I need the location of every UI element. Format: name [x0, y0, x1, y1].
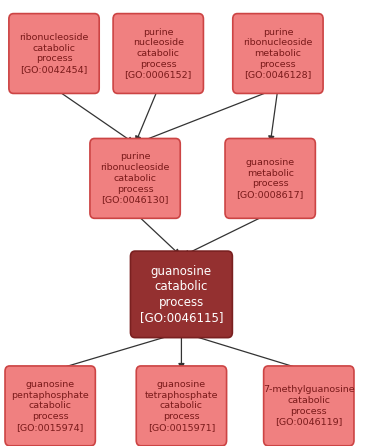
- FancyBboxPatch shape: [5, 366, 95, 446]
- Text: purine
ribonucleoside
metabolic
process
[GO:0046128]: purine ribonucleoside metabolic process …: [243, 28, 313, 79]
- Text: guanosine
catabolic
process
[GO:0046115]: guanosine catabolic process [GO:0046115]: [140, 264, 223, 324]
- FancyBboxPatch shape: [136, 366, 227, 446]
- Text: guanosine
tetraphosphate
catabolic
process
[GO:0015971]: guanosine tetraphosphate catabolic proce…: [145, 380, 218, 432]
- Text: guanosine
pentaphosphate
catabolic
process
[GO:0015974]: guanosine pentaphosphate catabolic proce…: [11, 380, 89, 432]
- Text: guanosine
metabolic
process
[GO:0008617]: guanosine metabolic process [GO:0008617]: [237, 158, 304, 199]
- Text: purine
nucleoside
catabolic
process
[GO:0006152]: purine nucleoside catabolic process [GO:…: [125, 28, 192, 79]
- FancyBboxPatch shape: [130, 251, 232, 338]
- Text: 7-methylguanosine
catabolic
process
[GO:0046119]: 7-methylguanosine catabolic process [GO:…: [263, 385, 355, 426]
- Text: purine
ribonucleoside
catabolic
process
[GO:0046130]: purine ribonucleoside catabolic process …: [100, 153, 170, 204]
- Text: ribonucleoside
catabolic
process
[GO:0042454]: ribonucleoside catabolic process [GO:004…: [19, 33, 89, 74]
- FancyBboxPatch shape: [9, 14, 99, 94]
- FancyBboxPatch shape: [225, 138, 315, 219]
- FancyBboxPatch shape: [264, 366, 354, 446]
- FancyBboxPatch shape: [90, 138, 180, 219]
- FancyBboxPatch shape: [233, 14, 323, 94]
- FancyBboxPatch shape: [113, 14, 203, 94]
